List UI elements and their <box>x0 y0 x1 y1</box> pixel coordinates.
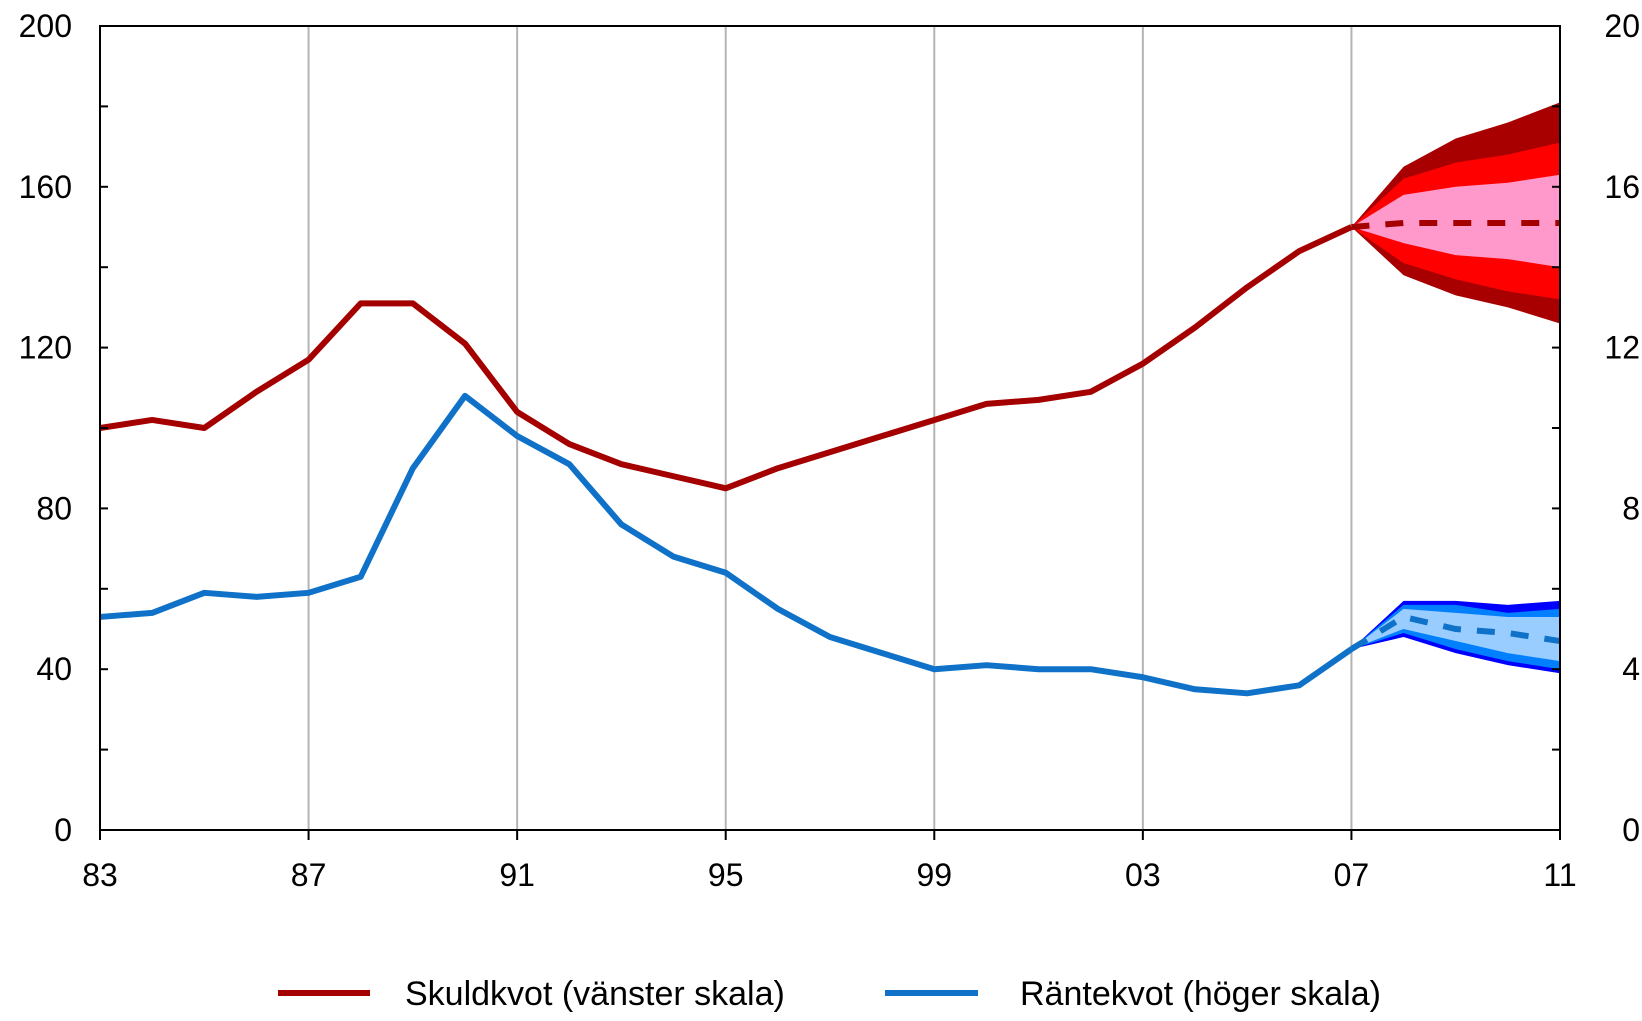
x-tick-label-03: 03 <box>1125 857 1161 893</box>
vertical-gridlines <box>307 26 1353 830</box>
y-left-tick-label-40: 40 <box>36 651 72 687</box>
y-left-tick-label-80: 80 <box>36 490 72 526</box>
forecast-band-inner-rantekvot <box>1351 608 1560 662</box>
tick-labels: 83 87 91 95 99 03 07 11 0 40 80 120 160 200 0 4 8 12 16 20 <box>19 8 1640 893</box>
legend: Skuldkvot (vänster skala) Räntekvot (hög… <box>278 975 1381 1013</box>
series-lines <box>99 219 1561 697</box>
y-right-tick-label-4: 4 <box>1622 651 1640 687</box>
series-line-skuldkvot <box>99 224 1353 492</box>
y-right-tick-label-8: 8 <box>1622 490 1640 526</box>
x-tick-label-99: 99 <box>916 857 952 893</box>
forecast-median-rantekvot <box>1349 613 1561 652</box>
y-right-tick-label-16: 16 <box>1604 169 1640 205</box>
x-tick-label-07: 07 <box>1334 857 1370 893</box>
y-left-tick-label-160: 160 <box>19 169 72 205</box>
y-right-tick-label-12: 12 <box>1604 330 1640 366</box>
legend-label-rantekvot: Räntekvot (höger skala) <box>1020 975 1381 1013</box>
x-tick-label-11: 11 <box>1543 857 1576 893</box>
y-left-tick-label-200: 200 <box>19 8 72 44</box>
forecast-median-skuldkvot <box>1351 219 1560 230</box>
x-tick-label-91: 91 <box>499 857 535 893</box>
forecast-bands <box>1351 102 1560 674</box>
y-right-tick-label-20: 20 <box>1604 8 1640 44</box>
legend-label-skuldkvot: Skuldkvot (vänster skala) <box>405 975 785 1013</box>
y-right-tick-label-0: 0 <box>1622 812 1640 848</box>
x-tick-label-83: 83 <box>82 857 118 893</box>
plot-frame <box>99 25 1561 831</box>
series-line-rantekvot <box>99 392 1354 697</box>
axes <box>99 25 1561 840</box>
y-left-tick-label-120: 120 <box>19 330 72 366</box>
x-tick-label-87: 87 <box>291 857 327 893</box>
x-tick-label-95: 95 <box>708 857 744 893</box>
y-left-tick-label-0: 0 <box>54 812 72 848</box>
